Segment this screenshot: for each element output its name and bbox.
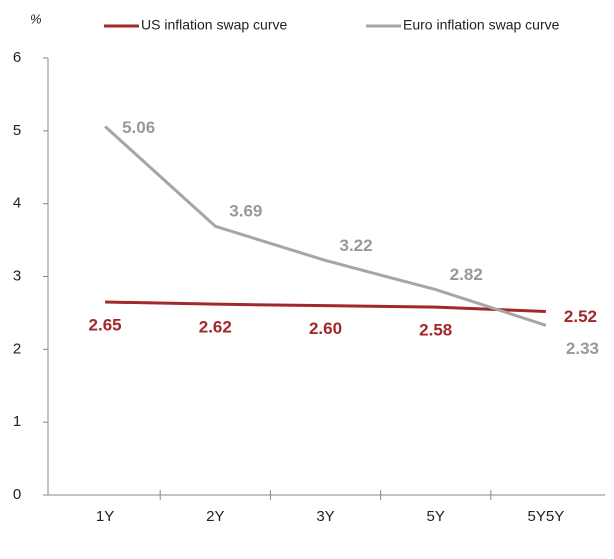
- value-label: 2.33: [566, 339, 599, 358]
- value-label: 2.65: [89, 315, 122, 334]
- value-label: 5.06: [122, 118, 155, 137]
- x-tick-label: 5Y5Y: [528, 508, 565, 525]
- series-line: [104, 125, 547, 327]
- y-tick-label: 1: [13, 413, 21, 430]
- y-tick-label: 0: [13, 486, 21, 503]
- y-axis-label: %: [30, 11, 42, 26]
- x-tick-label: 2Y: [206, 508, 224, 525]
- y-tick-label: 5: [13, 122, 21, 139]
- y-tick-label: 2: [13, 340, 21, 357]
- y-tick-label: 3: [13, 267, 21, 284]
- value-label: 3.69: [229, 202, 262, 221]
- value-label: 3.22: [340, 236, 373, 255]
- legend-label: Euro inflation swap curve: [403, 17, 560, 33]
- x-tick-label: 1Y: [96, 508, 114, 525]
- value-label: 2.62: [199, 318, 232, 337]
- x-tick-label: 3Y: [316, 508, 334, 525]
- value-label: 2.58: [419, 321, 452, 340]
- y-tick-label: 6: [13, 49, 21, 66]
- value-label: 2.82: [450, 265, 483, 284]
- x-tick-label: 5Y: [427, 508, 445, 525]
- value-label: 2.52: [564, 307, 597, 326]
- legend-label: US inflation swap curve: [141, 17, 288, 33]
- series-line: [105, 300, 546, 313]
- value-label: 2.60: [309, 319, 342, 338]
- y-tick-label: 4: [13, 195, 21, 212]
